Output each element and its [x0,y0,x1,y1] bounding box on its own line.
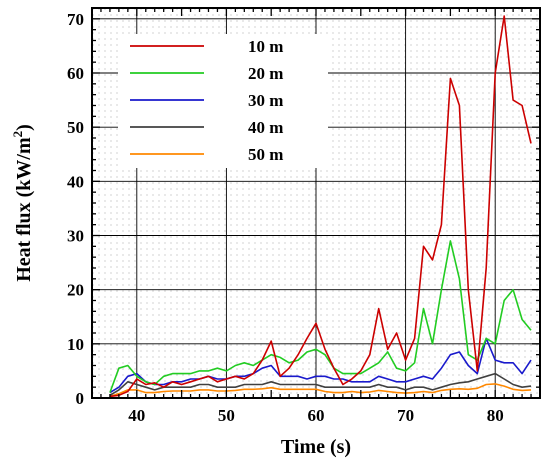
series-line-10m [109,15,532,398]
series-line-20m [109,240,532,393]
series-line-40m [109,372,532,396]
legend-label: 20 m [248,64,283,83]
axis-ticks [92,7,540,398]
series-line-30m [109,337,532,394]
legend-background [118,34,328,168]
legend-label: 30 m [248,91,283,110]
y-tick-label: 70 [67,10,84,29]
y-tick-label: 30 [67,227,84,246]
series-layer [109,15,532,398]
x-tick-label: 70 [397,406,414,425]
y-axis-title-close: ) [13,124,35,131]
y-tick-label: 10 [67,335,84,354]
y-tick-label: 40 [67,172,84,191]
x-tick-label: 50 [218,406,235,425]
legend: 10 m 20 m 30 m 40 m 50 m [118,34,328,168]
x-axis-title: Time (s) [281,436,351,458]
y-tick-label: 0 [76,389,85,408]
x-tick-label: 80 [487,406,504,425]
tick-labels: 40 50 60 70 80 0 10 20 30 40 50 60 70 [67,10,504,425]
y-axis-title-superscript: 2 [10,131,25,138]
y-tick-label: 50 [67,118,84,137]
y-axis-title-main: Heat flux (kW/m [13,137,35,282]
x-tick-label: 40 [128,406,145,425]
legend-label: 50 m [248,145,283,164]
y-tick-label: 60 [67,64,84,83]
legend-label: 10 m [248,37,283,56]
y-axis-title: Heat flux (kW/m2) [10,124,35,282]
x-tick-label: 60 [308,406,325,425]
legend-label: 40 m [248,118,283,137]
y-tick-label: 20 [67,281,84,300]
series-line-50m [109,383,532,398]
